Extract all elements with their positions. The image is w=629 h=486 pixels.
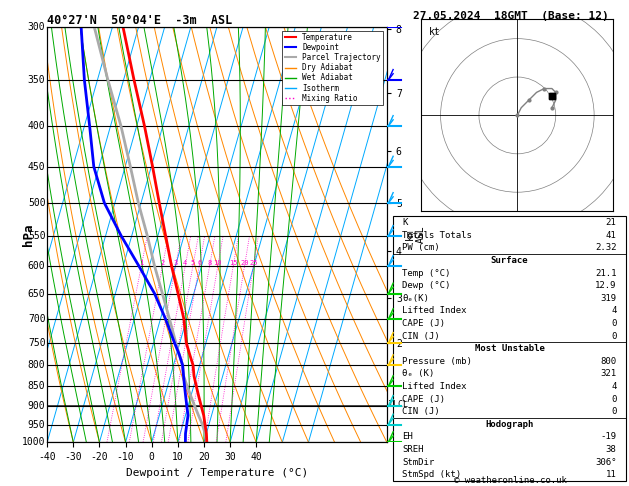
Text: 321: 321 xyxy=(601,369,616,379)
Text: 10: 10 xyxy=(214,260,222,266)
Text: 2: 2 xyxy=(160,260,165,266)
Text: 306°: 306° xyxy=(595,458,616,467)
Text: 2.32: 2.32 xyxy=(595,243,616,252)
Text: 41: 41 xyxy=(606,231,616,240)
Text: 4: 4 xyxy=(611,382,616,391)
Text: Temp (°C): Temp (°C) xyxy=(403,269,451,278)
Text: 40°27'N  50°04'E  -3m  ASL: 40°27'N 50°04'E -3m ASL xyxy=(47,14,233,27)
Text: 850: 850 xyxy=(28,381,45,391)
Text: 21: 21 xyxy=(606,218,616,227)
Text: 5: 5 xyxy=(191,260,195,266)
Text: Dewp (°C): Dewp (°C) xyxy=(403,281,451,290)
Text: EH: EH xyxy=(403,433,413,441)
Text: Totals Totals: Totals Totals xyxy=(403,231,472,240)
Text: 27.05.2024  18GMT  (Base: 12): 27.05.2024 18GMT (Base: 12) xyxy=(413,11,609,21)
Text: hPa: hPa xyxy=(22,223,35,246)
Text: 20: 20 xyxy=(240,260,249,266)
Text: θₑ (K): θₑ (K) xyxy=(403,369,435,379)
Text: CAPE (J): CAPE (J) xyxy=(403,319,445,328)
Y-axis label: km
ASL: km ASL xyxy=(404,226,426,243)
Text: 400: 400 xyxy=(28,121,45,131)
Text: 319: 319 xyxy=(601,294,616,303)
Text: 750: 750 xyxy=(28,338,45,348)
Text: K: K xyxy=(403,218,408,227)
Text: 1LCL: 1LCL xyxy=(387,400,408,409)
Text: Surface: Surface xyxy=(491,256,528,265)
Text: PW (cm): PW (cm) xyxy=(403,243,440,252)
Text: Most Unstable: Most Unstable xyxy=(474,344,545,353)
Text: StmDir: StmDir xyxy=(403,458,435,467)
Text: 25: 25 xyxy=(249,260,258,266)
Text: 0: 0 xyxy=(611,319,616,328)
Text: CIN (J): CIN (J) xyxy=(403,407,440,417)
Text: 21.1: 21.1 xyxy=(595,269,616,278)
Text: kt: kt xyxy=(429,27,441,37)
Text: 350: 350 xyxy=(28,75,45,85)
Text: CAPE (J): CAPE (J) xyxy=(403,395,445,404)
Text: 650: 650 xyxy=(28,289,45,298)
Text: Pressure (mb): Pressure (mb) xyxy=(403,357,472,366)
Text: 800: 800 xyxy=(601,357,616,366)
Text: Lifted Index: Lifted Index xyxy=(403,382,467,391)
Text: 950: 950 xyxy=(28,419,45,430)
Text: CIN (J): CIN (J) xyxy=(403,331,440,341)
Text: 800: 800 xyxy=(28,360,45,370)
Text: © weatheronline.co.uk: © weatheronline.co.uk xyxy=(454,475,567,485)
Text: 0: 0 xyxy=(611,331,616,341)
Text: 8: 8 xyxy=(208,260,212,266)
Text: SREH: SREH xyxy=(403,445,424,454)
Text: 11: 11 xyxy=(606,470,616,479)
Text: 15: 15 xyxy=(229,260,238,266)
Text: 1000: 1000 xyxy=(22,437,45,447)
Text: 500: 500 xyxy=(28,198,45,208)
Text: 600: 600 xyxy=(28,261,45,271)
Text: 12.9: 12.9 xyxy=(595,281,616,290)
Text: 550: 550 xyxy=(28,231,45,241)
Text: 3: 3 xyxy=(174,260,178,266)
Text: Lifted Index: Lifted Index xyxy=(403,306,467,315)
Text: 6: 6 xyxy=(197,260,201,266)
Text: 38: 38 xyxy=(606,445,616,454)
Text: 0: 0 xyxy=(611,395,616,404)
Text: 4: 4 xyxy=(183,260,187,266)
Text: 0: 0 xyxy=(611,407,616,417)
Text: 4: 4 xyxy=(611,306,616,315)
Legend: Temperature, Dewpoint, Parcel Trajectory, Dry Adiabat, Wet Adiabat, Isotherm, Mi: Temperature, Dewpoint, Parcel Trajectory… xyxy=(282,31,383,105)
Text: Hodograph: Hodograph xyxy=(486,420,533,429)
X-axis label: Dewpoint / Temperature (°C): Dewpoint / Temperature (°C) xyxy=(126,468,308,478)
Text: 900: 900 xyxy=(28,401,45,411)
Text: θₑ(K): θₑ(K) xyxy=(403,294,430,303)
Text: 1: 1 xyxy=(139,260,143,266)
Text: 700: 700 xyxy=(28,314,45,324)
Text: StmSpd (kt): StmSpd (kt) xyxy=(403,470,462,479)
Text: -19: -19 xyxy=(601,433,616,441)
Text: 300: 300 xyxy=(28,22,45,32)
Text: 450: 450 xyxy=(28,162,45,172)
